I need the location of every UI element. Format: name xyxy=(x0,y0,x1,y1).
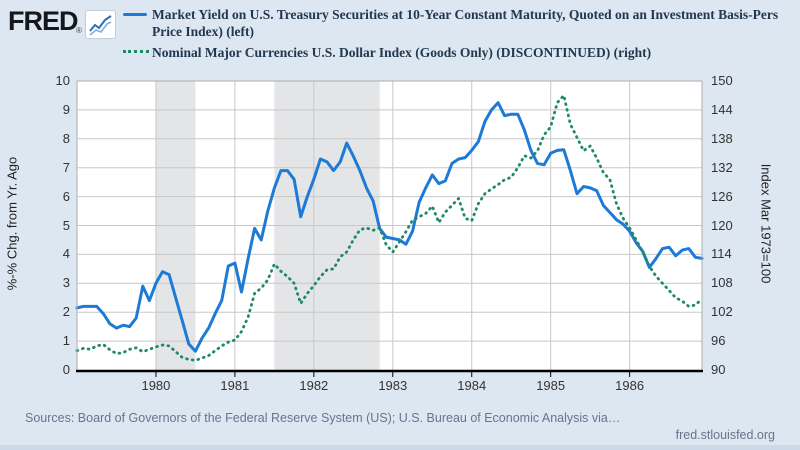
y-axis-tick-right: 150 xyxy=(711,73,733,88)
registered-mark: ® xyxy=(76,26,82,35)
sparkline-chart-icon xyxy=(85,10,116,39)
left-axis-title: %-% Chg. from Yr. Ago xyxy=(4,156,20,291)
y-axis-tick-left: 1 xyxy=(62,333,70,349)
y-axis-tick-left: 9 xyxy=(62,101,70,117)
x-axis-tick-label: 1983 xyxy=(378,378,408,393)
y-axis-tick-right: 90 xyxy=(711,362,726,377)
x-axis-tick-label: 1982 xyxy=(299,378,329,393)
x-axis-tick-label: 1984 xyxy=(457,378,487,393)
y-axis-tick-left: 5 xyxy=(62,217,70,233)
y-axis-tick-right: 126 xyxy=(711,188,733,204)
series-dollar-index-line xyxy=(75,94,704,362)
legend-swatch-treasury-line xyxy=(123,13,147,16)
x-axis-tick-label: 1986 xyxy=(615,378,645,393)
y-axis-tick-right: 102 xyxy=(711,304,733,320)
y-axis-tick-left: 10 xyxy=(55,73,70,88)
legend-swatch-dollar-index-dotted xyxy=(123,50,149,53)
footer-strip xyxy=(0,445,800,450)
series-treasury-yield-line xyxy=(75,101,704,353)
y-axis-tick-right: 120 xyxy=(711,217,733,233)
y-axis-tick-right: 144 xyxy=(711,101,733,117)
y-axis-tick-right: 132 xyxy=(711,159,733,175)
fred-logo[interactable]: FRED xyxy=(8,6,78,36)
legend-label-treasury-line2: Price Index) (left) xyxy=(152,24,254,39)
y-axis-tick-right: 96 xyxy=(711,333,726,349)
right-axis-title: Index Mar 1973=100 xyxy=(758,163,774,284)
y-axis-tick-right: 114 xyxy=(711,246,732,262)
y-axis-tick-left: 2 xyxy=(62,304,70,320)
fred-url-link[interactable]: fred.stlouisfed.org xyxy=(675,428,775,442)
y-axis-tick-right: 108 xyxy=(711,275,733,291)
y-axis-tick-left: 4 xyxy=(62,246,70,262)
legend-label-dollar-index: Nominal Major Currencies U.S. Dollar Ind… xyxy=(152,45,652,60)
plot-border xyxy=(76,80,703,370)
y-axis-tick-left: 6 xyxy=(62,188,70,204)
y-axis-tick-left: 7 xyxy=(62,159,70,175)
y-axis-tick-left: 0 xyxy=(62,362,70,377)
x-axis-tick-label: 1981 xyxy=(220,378,250,393)
y-axis-tick-left: 8 xyxy=(62,130,70,146)
legend-label-treasury-line1: Market Yield on U.S. Treasury Securities… xyxy=(152,7,779,22)
x-axis-tick-label: 1980 xyxy=(141,378,171,393)
y-axis-tick-right: 138 xyxy=(711,130,733,146)
y-axis-tick-left: 3 xyxy=(62,275,70,291)
x-axis-tick-label: 1985 xyxy=(536,378,566,393)
sources-note: Sources: Board of Governors of the Feder… xyxy=(25,411,621,425)
